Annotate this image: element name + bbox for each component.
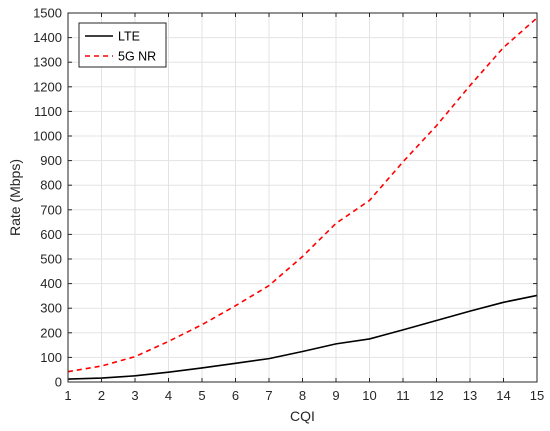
y-tick-label: 500 (40, 252, 62, 267)
y-tick-label: 1200 (33, 79, 62, 94)
x-tick-label: 8 (299, 388, 306, 403)
x-tick-label: 5 (198, 388, 205, 403)
legend-label-5g-nr: 5G NR (118, 50, 156, 64)
y-tick-label: 100 (40, 350, 62, 365)
x-tick-label: 9 (332, 388, 339, 403)
legend: LTE 5G NR (78, 22, 167, 68)
series-lines (67, 17, 538, 380)
x-tick-label: 11 (396, 388, 410, 403)
x-tick-label: 3 (131, 388, 138, 403)
legend-box (78, 22, 167, 68)
x-tick-label: 6 (232, 388, 239, 403)
x-tick-label: 12 (429, 388, 443, 403)
x-tick-label: 1 (64, 388, 71, 403)
x-tick-label: 7 (265, 388, 272, 403)
x-axis-label: CQI (290, 408, 315, 424)
axis-ticks: 1 2 3 4 5 6 7 8 9 10 11 12 13 14 150100200300400500600… (33, 6, 544, 404)
y-axis-label: Rate (Mbps) (7, 159, 23, 236)
y-tick-label: 200 (40, 325, 62, 340)
y-tick-label: 800 (40, 178, 62, 193)
y-tick-label: 1000 (33, 129, 62, 144)
legend-label-lte: LTE (118, 30, 140, 44)
y-tick-label: 400 (40, 276, 62, 291)
y-tick-label: 300 (40, 301, 62, 316)
y-tick-label: 1300 (33, 55, 62, 70)
x-tick-label: 15 (530, 388, 544, 403)
y-tick-label: 900 (40, 153, 62, 168)
series-line-lte (67, 294, 538, 380)
x-tick-label: 10 (362, 388, 376, 403)
y-tick-label: 700 (40, 202, 62, 217)
y-tick-label: 1100 (34, 104, 62, 119)
y-tick-label: 600 (40, 227, 62, 242)
x-tick-label: 13 (463, 388, 477, 403)
x-tick-label: 14 (496, 388, 510, 403)
x-tick-label: 4 (165, 388, 172, 403)
x-tick-label: 2 (98, 388, 105, 403)
y-tick-label: 0 (55, 375, 62, 390)
series-line-5g-nr (67, 17, 538, 373)
y-tick-label: 1400 (33, 30, 62, 45)
y-tick-label: 1500 (33, 6, 62, 21)
grid-lines (67, 12, 538, 383)
